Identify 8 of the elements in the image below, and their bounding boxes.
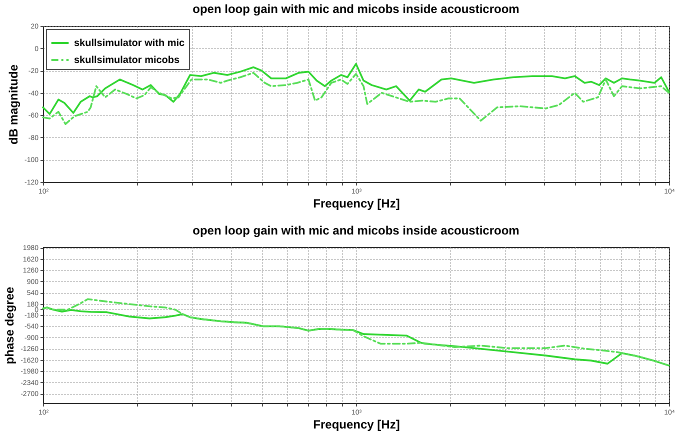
- x-axis-title: Frequency [Hz]: [313, 418, 400, 432]
- x-axis-title: Frequency [Hz]: [313, 196, 400, 210]
- legend-label: skullsimulator micobs: [74, 55, 180, 66]
- y-axis-title: dB magnitude: [6, 64, 20, 144]
- legend-label: skullsimulator with mic: [74, 38, 186, 49]
- y-axis-title: phase degree: [2, 286, 17, 364]
- chart-title: open loop gain with mic and micobs inside acousticroom: [192, 2, 520, 16]
- chart-title: open loop gain with mic and micobs inside acousticroom: [192, 224, 520, 238]
